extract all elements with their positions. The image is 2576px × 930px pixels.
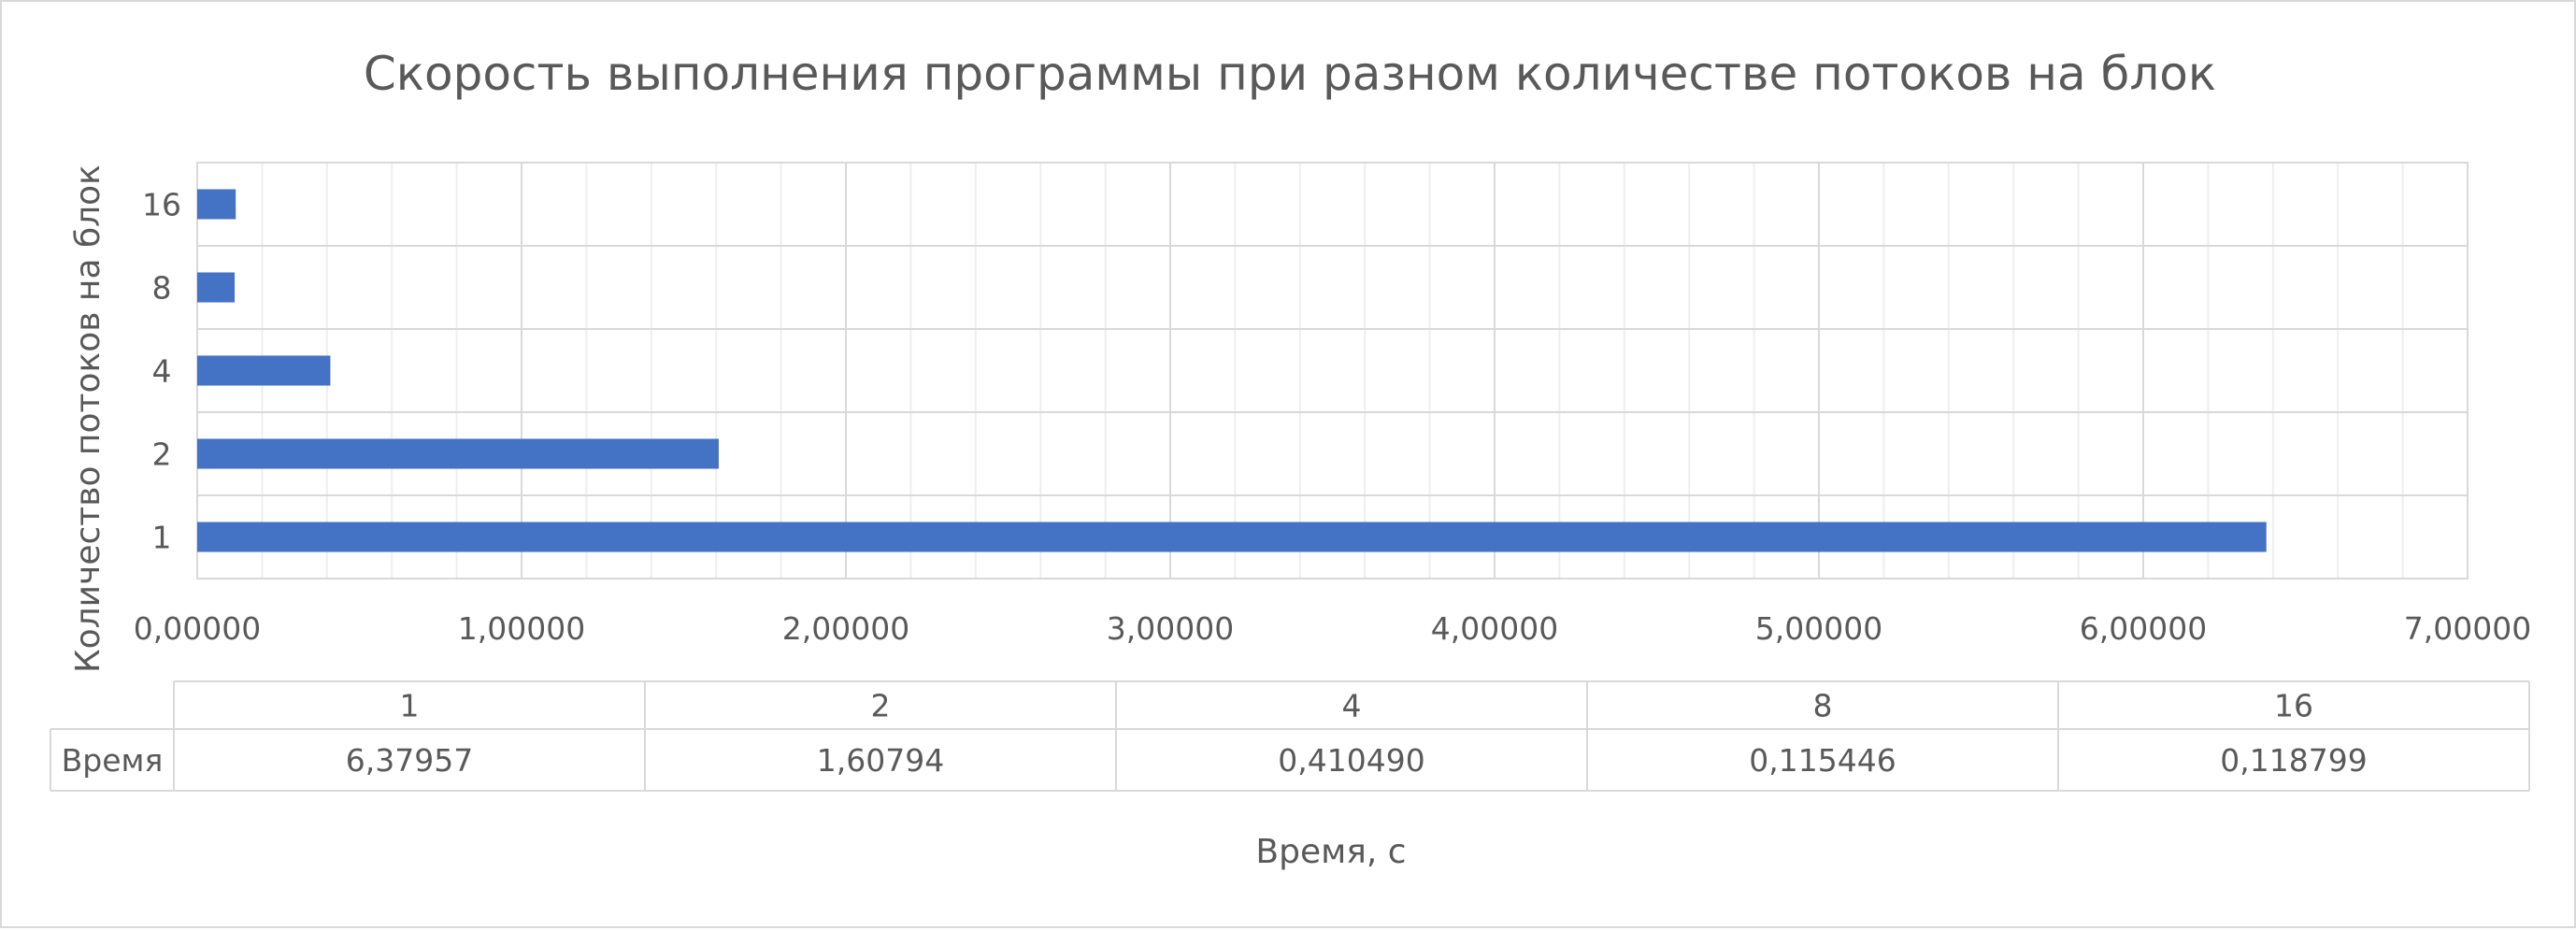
table-value-cell: 0,118799 [2220, 742, 2367, 779]
x-tick-label: 3,00000 [1107, 610, 1234, 647]
table-value-cell: 1,60794 [817, 742, 944, 779]
y-tick-label: 2 [152, 436, 172, 473]
table-header-cell: 1 [400, 688, 420, 724]
y-tick-label: 4 [152, 353, 172, 390]
bar-8 [197, 272, 236, 303]
x-tick-label: 0,00000 [134, 610, 261, 647]
table-value-cell: 0,115446 [1749, 742, 1896, 779]
x-axis-tick-labels: 0,00000 1,00000 2,00000 3,00000 4,00000 5,000… [134, 610, 2531, 647]
table-header-cell: 8 [1813, 688, 1833, 724]
bar-1 [197, 522, 2267, 552]
y-tick-label: 16 [142, 187, 181, 223]
x-tick-label: 2,00000 [782, 610, 909, 647]
plot-border [196, 162, 2469, 579]
chart-title: Скорость выполнения программы при разном… [364, 47, 2216, 101]
y-tick-label: 1 [152, 520, 172, 556]
x-tick-label: 7,00000 [2404, 610, 2531, 647]
major-gridlines [196, 163, 2469, 579]
table-value-cell: 6,37957 [346, 742, 473, 779]
x-tick-label: 1,00000 [458, 610, 585, 647]
minor-gridlines [261, 163, 2404, 579]
table-header-cell: 2 [871, 688, 891, 724]
y-axis-tick-labels: 1 2 4 8 16 [142, 187, 181, 556]
bars [197, 189, 2267, 552]
x-tick-label: 5,00000 [1755, 610, 1882, 647]
data-table: 1 6,37957 2 1,60794 4 0,410490 8 0,115446 16 0,11… [50, 680, 2530, 792]
bar-16 [197, 189, 236, 220]
x-tick-label: 4,00000 [1431, 610, 1558, 647]
table-header-cell: 16 [2274, 688, 2313, 724]
y-tick-label: 8 [152, 270, 172, 307]
bar-2 [197, 438, 719, 469]
x-axis-title: Время, с [1255, 833, 1406, 871]
table-series-label: Время [62, 742, 164, 779]
y-axis-title: Количество потоков на блок [69, 165, 107, 673]
table-value-cell: 0,410490 [1278, 742, 1424, 779]
bar-4 [197, 355, 331, 386]
plot-area [196, 162, 2469, 579]
x-tick-label: 6,00000 [2080, 610, 2207, 647]
table-header-cell: 4 [1342, 688, 1362, 724]
